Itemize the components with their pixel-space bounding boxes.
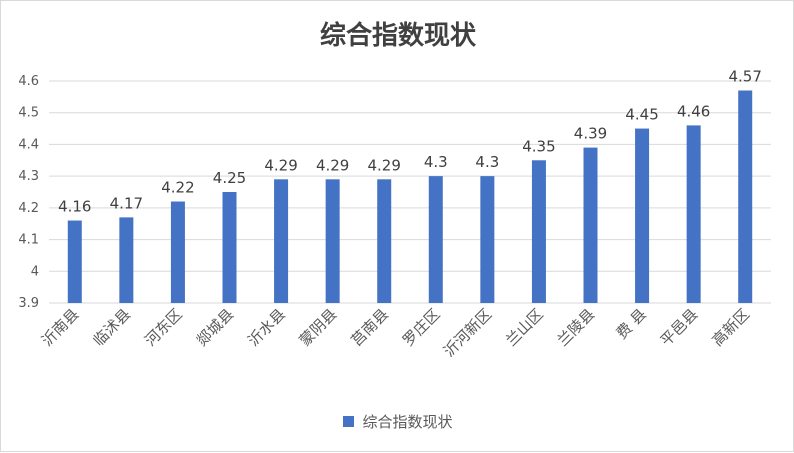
x-tick-label: 沂河新区: [440, 305, 495, 360]
legend-swatch: [343, 416, 355, 427]
y-tick-label: 4.5: [18, 106, 39, 121]
y-tick-label: 4.6: [18, 74, 39, 89]
data-label: 4.3: [424, 153, 448, 171]
bar: [686, 125, 701, 304]
data-label: 4.16: [58, 198, 91, 216]
bar: [67, 220, 82, 303]
bar: [635, 128, 650, 303]
data-label: 4.29: [368, 156, 401, 174]
data-label: 4.29: [316, 156, 349, 174]
data-label: 4.35: [522, 137, 555, 155]
y-tick-label: 4.4: [18, 137, 39, 152]
x-tick-label: 费 县: [613, 305, 650, 342]
data-label: 4.3: [475, 153, 499, 171]
data-label: 4.17: [110, 194, 143, 212]
bar: [428, 176, 443, 303]
data-label: 4.29: [264, 156, 297, 174]
bar: [583, 147, 598, 303]
bar: [325, 179, 340, 303]
x-tick-label: 临沭县: [90, 305, 135, 350]
y-tick-label: 4.3: [18, 169, 39, 184]
x-tick-label: 兰山区: [502, 305, 547, 350]
y-tick-label: 4.1: [18, 233, 39, 248]
legend-label: 综合指数现状: [362, 413, 453, 431]
x-tick-label: 沂南县: [38, 305, 83, 350]
x-tick-label: 沂水县: [244, 305, 289, 350]
bar: [119, 217, 134, 303]
x-tick-label: 高新区: [708, 305, 753, 350]
data-label: 4.46: [677, 102, 710, 120]
x-tick-label: 兰陵县: [554, 305, 599, 350]
chart-title: 综合指数现状: [319, 21, 476, 51]
bar: [222, 192, 237, 303]
x-tick-label: 蒙阴县: [296, 305, 341, 350]
bar: [531, 160, 546, 303]
bar: [377, 179, 392, 303]
data-label: 4.39: [574, 125, 607, 143]
x-tick-label: 河东区: [141, 305, 186, 350]
data-label: 4.57: [729, 68, 762, 86]
bar: [738, 90, 753, 303]
bar: [170, 201, 185, 303]
y-tick-label: 4: [31, 264, 39, 279]
x-tick-label: 莒南县: [347, 305, 392, 350]
x-tick-label: 郯城县: [193, 305, 238, 350]
data-label: 4.45: [625, 106, 658, 124]
legend: 综合指数现状: [1, 411, 794, 432]
bar: [274, 179, 289, 303]
y-tick-label: 3.9: [18, 296, 39, 311]
data-label: 4.25: [213, 169, 246, 187]
x-tick-label: 罗庄区: [399, 305, 444, 350]
x-tick-label: 平邑县: [657, 305, 702, 350]
bar: [480, 176, 495, 303]
y-tick-label: 4.2: [18, 201, 39, 216]
data-label: 4.22: [161, 179, 194, 197]
